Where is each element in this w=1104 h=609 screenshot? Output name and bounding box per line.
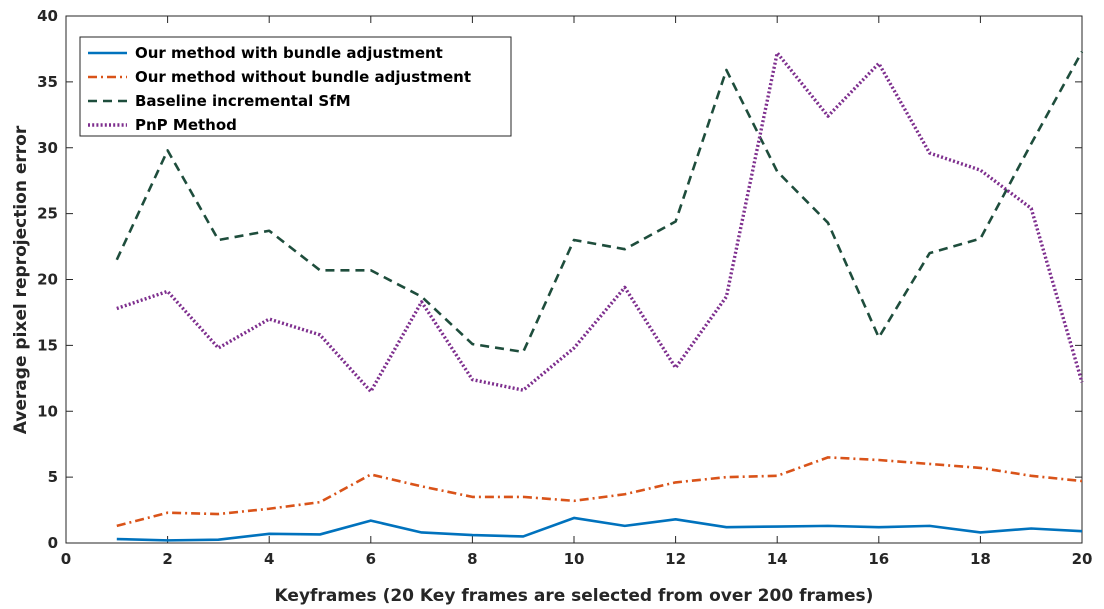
x-axis-ticks: 0 2 4 6 8 10 12 14 16 18 20	[61, 16, 1093, 568]
legend-box	[79, 36, 512, 137]
series-line-4	[116, 51, 1084, 394]
legend-label: Our method without bundle adjustment	[135, 68, 471, 86]
y-tick-label: 0	[48, 534, 58, 552]
x-tick-label: 0	[61, 550, 71, 568]
x-tick-label: 14	[767, 550, 788, 568]
y-axis-label: Average pixel reprojection error	[11, 125, 31, 434]
x-tick-label: 8	[467, 550, 477, 568]
legend-label: Baseline incremental SfM	[135, 92, 351, 110]
y-tick-label: 5	[48, 468, 58, 486]
y-tick-label: 25	[37, 205, 58, 223]
y-tick-label: 35	[37, 73, 58, 91]
legend-label: Our method with bundle adjustment	[135, 44, 443, 62]
y-tick-label: 30	[37, 139, 58, 157]
legend-label: PnP Method	[135, 116, 237, 134]
y-tick-label: 20	[37, 271, 58, 289]
x-tick-label: 16	[868, 550, 889, 568]
series-layer	[115, 50, 1084, 542]
y-tick-label: 15	[37, 336, 58, 354]
x-tick-label: 10	[564, 550, 585, 568]
x-tick-label: 18	[970, 550, 991, 568]
series-line-2	[116, 456, 1083, 528]
legend: Our method with bundle adjustment Our met…	[79, 36, 512, 137]
y-tick-label: 10	[37, 402, 58, 420]
x-tick-label: 12	[665, 550, 686, 568]
y-axis-ticks: 0 5 10 15 20 25 30 35 40	[37, 7, 1082, 552]
x-tick-label: 2	[162, 550, 172, 568]
x-axis-label: Keyframes (20 Key frames are selected fr…	[275, 586, 874, 606]
x-tick-label: 6	[366, 550, 376, 568]
x-tick-label: 4	[264, 550, 274, 568]
series-line-1	[116, 516, 1083, 542]
x-tick-label: 20	[1072, 550, 1093, 568]
series-line-3	[115, 50, 1084, 354]
y-tick-label: 40	[37, 7, 58, 25]
